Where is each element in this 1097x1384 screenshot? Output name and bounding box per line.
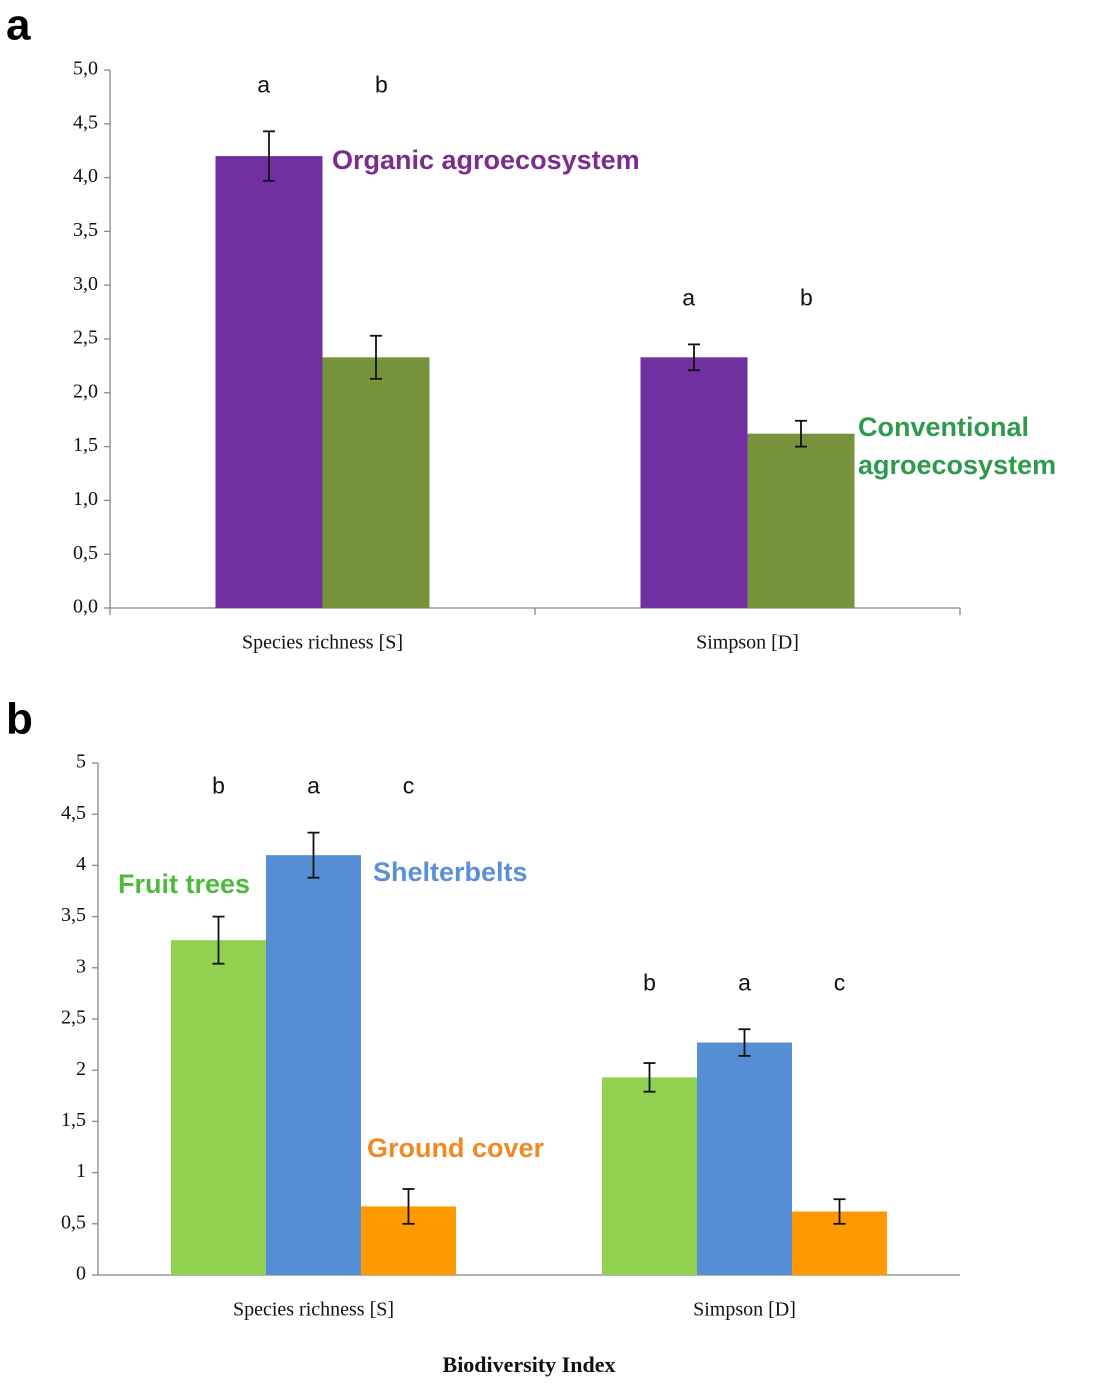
y-tick-label: 3,5 — [73, 219, 98, 241]
significance-letter: c — [834, 969, 846, 995]
x-axis-title: Biodiversity Index — [443, 1352, 616, 1377]
bar — [640, 357, 748, 608]
error-bar — [307, 831, 320, 879]
significance-letter: a — [307, 773, 320, 799]
significance-letter: b — [800, 284, 813, 310]
y-tick-label: 0,5 — [73, 542, 98, 564]
y-tick-label: 2,5 — [73, 327, 98, 349]
bar — [266, 855, 361, 1275]
panel-label: a — [6, 1, 31, 50]
y-tick-label: 3 — [76, 955, 86, 977]
y-tick-label: 0 — [76, 1263, 86, 1285]
y-tick-label: 0,0 — [73, 596, 98, 618]
series-label: Shelterbelts — [373, 857, 528, 887]
x-tick-label: Simpson [D] — [693, 1299, 796, 1321]
series-label: Fruit trees — [118, 869, 250, 899]
bar — [171, 940, 266, 1275]
error-bar — [402, 1188, 415, 1225]
error-bar — [643, 1062, 656, 1093]
error-bar — [370, 334, 382, 380]
error-bar — [795, 419, 807, 448]
y-tick-label: 3,5 — [61, 904, 86, 926]
error-bar — [688, 343, 700, 372]
significance-letter: b — [643, 969, 656, 995]
y-tick-label: 1,5 — [61, 1109, 86, 1131]
panel-label: b — [6, 695, 33, 744]
x-tick-label: Simpson [D] — [696, 632, 799, 654]
bar — [747, 433, 855, 608]
y-tick-label: 5 — [76, 751, 86, 773]
y-tick-label: 2,0 — [73, 380, 98, 402]
error-bar — [212, 915, 225, 965]
significance-letter: a — [257, 71, 270, 97]
y-tick-label: 5,0 — [73, 58, 98, 80]
bar — [602, 1077, 697, 1275]
y-tick-label: 4,5 — [73, 111, 98, 133]
y-tick-label: 2 — [76, 1058, 86, 1080]
y-tick-label: 4 — [76, 853, 86, 875]
y-tick-label: 1,5 — [73, 434, 98, 456]
x-tick-label: Species richness [S] — [242, 632, 403, 654]
y-tick-label: 1,0 — [73, 488, 98, 510]
significance-letter: b — [212, 773, 225, 799]
bar — [697, 1042, 792, 1275]
significance-letter: c — [403, 773, 415, 799]
error-bar — [263, 130, 275, 182]
y-tick-label: 2,5 — [61, 1007, 86, 1029]
significance-letter: a — [738, 969, 751, 995]
error-bar — [833, 1198, 846, 1225]
bar — [215, 156, 323, 608]
y-tick-label: 1 — [76, 1160, 86, 1182]
y-tick-label: 4,0 — [73, 165, 98, 187]
y-tick-label: 3,0 — [73, 273, 98, 295]
error-bar — [738, 1028, 751, 1057]
significance-letter: b — [375, 71, 388, 97]
series-label: Conventional agroecosystem — [858, 412, 1057, 480]
significance-letter: a — [682, 284, 695, 310]
y-tick-label: 0,5 — [61, 1211, 86, 1233]
series-label: Ground cover — [367, 1133, 545, 1163]
series-label: Organic agroecosystem — [332, 145, 640, 175]
y-tick-label: 4,5 — [61, 802, 86, 824]
series-label-text: Conventional agroecosystem — [858, 412, 1057, 480]
bar — [322, 357, 430, 608]
x-tick-label: Species richness [S] — [233, 1299, 394, 1321]
